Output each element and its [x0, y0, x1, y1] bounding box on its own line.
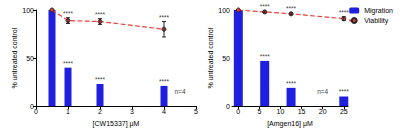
svg-text:5: 5: [257, 108, 261, 115]
svg-text:****: ****: [63, 60, 74, 67]
svg-text:20: 20: [319, 108, 327, 115]
svg-text:****: ****: [159, 78, 170, 85]
svg-text:n=4: n=4: [174, 88, 185, 95]
svg-text:% untreated control: % untreated control: [207, 27, 214, 88]
svg-text:****: ****: [95, 76, 106, 83]
svg-text:4: 4: [162, 108, 166, 115]
svg-text:0: 0: [30, 102, 34, 110]
svg-text:0: 0: [236, 108, 240, 115]
svg-text:0: 0: [226, 103, 230, 110]
svg-text:2: 2: [98, 108, 102, 115]
svg-text:****: ****: [63, 10, 74, 17]
svg-text:10: 10: [277, 108, 285, 115]
svg-text:****: ****: [286, 80, 297, 87]
svg-text:25: 25: [340, 108, 348, 115]
svg-text:n=4: n=4: [317, 88, 328, 95]
svg-text:3: 3: [130, 108, 134, 115]
svg-text:% untreated control: % untreated control: [11, 27, 18, 88]
svg-text:100: 100: [218, 7, 230, 14]
svg-text:****: ****: [159, 14, 170, 21]
svg-text:5: 5: [194, 108, 198, 115]
svg-text:Migration: Migration: [364, 7, 393, 15]
svg-text:50: 50: [222, 55, 230, 62]
svg-text:15: 15: [298, 108, 306, 115]
svg-text:Viability: Viability: [364, 17, 388, 25]
svg-text:0: 0: [34, 108, 38, 115]
svg-text:1: 1: [66, 108, 70, 115]
svg-text:[CW15337] μM: [CW15337] μM: [93, 120, 140, 128]
svg-text:****: ****: [339, 88, 350, 95]
svg-text:50: 50: [26, 55, 34, 62]
svg-text:****: ****: [286, 5, 297, 12]
svg-text:****: ****: [260, 3, 271, 10]
svg-text:****: ****: [95, 11, 106, 18]
svg-text:100: 100: [22, 7, 34, 14]
svg-text:****: ****: [260, 53, 271, 60]
svg-text:****: ****: [339, 9, 350, 16]
svg-text:[Amgen16] μM: [Amgen16] μM: [267, 120, 313, 128]
